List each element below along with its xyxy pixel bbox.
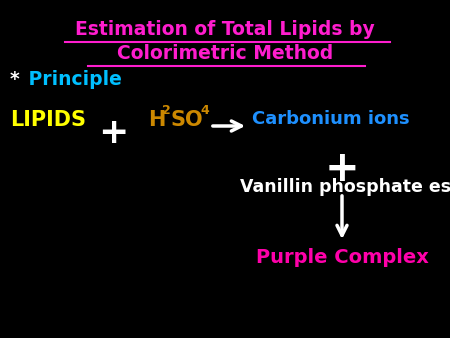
Text: LIPIDS: LIPIDS <box>10 110 86 130</box>
Text: +: + <box>324 148 360 190</box>
Text: Vanillin phosphate ester: Vanillin phosphate ester <box>240 178 450 196</box>
Text: 4: 4 <box>200 104 209 117</box>
Text: +: + <box>98 116 128 150</box>
Text: Principle: Principle <box>22 70 122 89</box>
Text: *: * <box>10 70 20 89</box>
Text: Estimation of Total Lipids by: Estimation of Total Lipids by <box>75 20 375 39</box>
Text: Colorimetric Method: Colorimetric Method <box>117 44 333 63</box>
Text: 2: 2 <box>162 104 171 117</box>
Text: SO: SO <box>171 110 203 130</box>
Text: Purple Complex: Purple Complex <box>256 248 429 267</box>
Text: H: H <box>148 110 166 130</box>
Text: Carbonium ions: Carbonium ions <box>252 110 410 128</box>
